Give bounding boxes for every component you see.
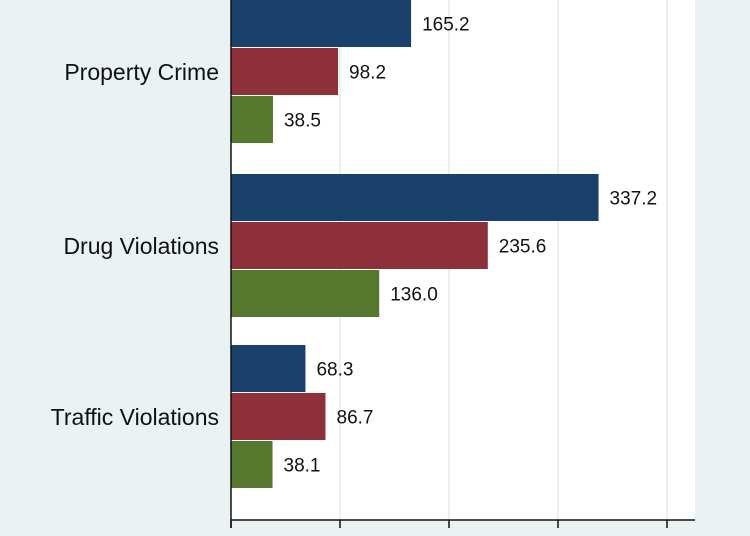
bar (231, 222, 488, 269)
data-label: 165.2 (422, 15, 470, 36)
bar (231, 270, 380, 317)
value-labels: 165.2 98.2 38.5 337.2 235.6 136.0 68.3 86.7 38.1 (284, 15, 658, 477)
bar (231, 345, 306, 392)
bar (231, 96, 273, 143)
data-label: 235.6 (499, 237, 547, 258)
data-label: 337.2 (610, 189, 658, 210)
bar (231, 0, 412, 47)
bar (231, 174, 599, 221)
data-label: 68.3 (316, 360, 353, 381)
bar (231, 393, 326, 440)
data-label: 136.0 (390, 285, 438, 306)
category-label: Property Crime (64, 59, 219, 85)
bars (231, 0, 599, 488)
data-label: 38.5 (284, 111, 321, 132)
bar (231, 48, 339, 95)
data-label: 86.7 (337, 408, 374, 429)
bar (231, 441, 273, 488)
data-label: 98.2 (349, 63, 386, 84)
category-labels: Property Crime Drug Violations Traffic Vio… (51, 59, 219, 430)
data-label: 38.1 (284, 456, 321, 477)
x-axis (230, 0, 695, 528)
category-label: Traffic Violations (51, 404, 219, 430)
category-label: Drug Violations (63, 233, 219, 259)
